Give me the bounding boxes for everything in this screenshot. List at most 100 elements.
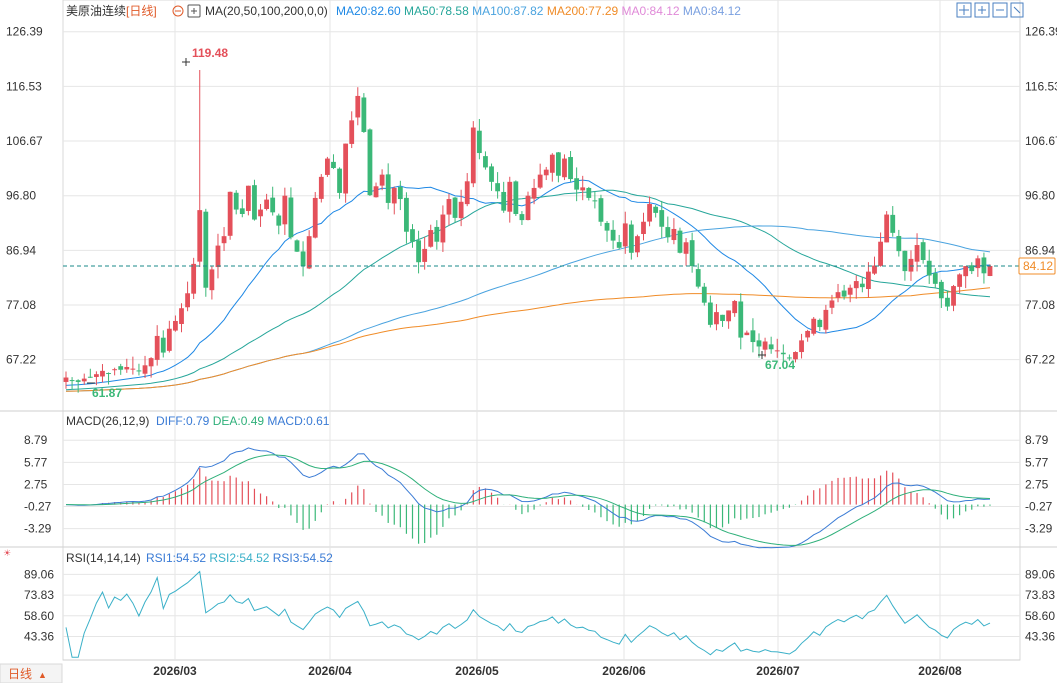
candle-body bbox=[288, 197, 294, 238]
candle-body bbox=[732, 301, 738, 314]
price-tick-left: 106.67 bbox=[6, 134, 43, 148]
candle-body bbox=[476, 130, 482, 154]
candle-body bbox=[173, 320, 178, 331]
candle-body bbox=[963, 266, 969, 277]
sun-icon: ☀ bbox=[3, 548, 11, 558]
svg-text:84.12: 84.12 bbox=[1023, 259, 1053, 273]
candle-body bbox=[373, 186, 379, 198]
candle-body bbox=[124, 366, 130, 370]
candle-body bbox=[920, 242, 926, 261]
price-tick-left: 77.08 bbox=[6, 298, 36, 312]
candle-body bbox=[367, 129, 373, 196]
low-label-1: 61.87 bbox=[92, 386, 122, 400]
candle-body bbox=[446, 199, 452, 215]
legend-value: MA100:87.82 bbox=[469, 4, 544, 18]
dropdown-icon: ▲ bbox=[38, 670, 47, 680]
price-tick-right: 106.67 bbox=[1025, 134, 1057, 148]
candle-body bbox=[136, 370, 142, 372]
candle-body bbox=[847, 287, 853, 295]
candle-body bbox=[270, 197, 276, 213]
candle-body bbox=[93, 374, 99, 377]
candle-body bbox=[635, 236, 640, 253]
settings-icon[interactable] bbox=[172, 5, 184, 17]
legend-value: MA200:77.29 bbox=[543, 4, 618, 18]
price-tick-right: 67.22 bbox=[1025, 353, 1055, 367]
candle-body bbox=[483, 156, 488, 168]
candle-body bbox=[805, 330, 811, 338]
candle-body bbox=[130, 368, 136, 370]
current-price-tag: 84.12 bbox=[1018, 257, 1056, 275]
candle-body bbox=[166, 328, 172, 351]
candle-body bbox=[738, 301, 744, 338]
macd-tick-right: 5.77 bbox=[1025, 455, 1049, 469]
candle-body bbox=[616, 242, 622, 248]
price-tick-right: 126.39 bbox=[1025, 25, 1057, 39]
zoom-in-icon[interactable] bbox=[974, 2, 990, 18]
candlesticks bbox=[63, 69, 993, 393]
crosshair-icon[interactable] bbox=[956, 2, 972, 18]
rsi-tick-right: 43.36 bbox=[1025, 629, 1055, 643]
candle-body bbox=[148, 358, 154, 367]
candle-body bbox=[397, 186, 403, 200]
rsi-tick-left: 73.83 bbox=[24, 588, 54, 602]
candle-body bbox=[209, 269, 215, 291]
candle-body bbox=[422, 248, 428, 262]
price-tick-right: 116.53 bbox=[1025, 79, 1057, 93]
candle-body bbox=[780, 352, 786, 355]
price-tick-left: 67.22 bbox=[6, 353, 36, 367]
rsi-line bbox=[65, 570, 991, 658]
legend-value: MA0:84.12 bbox=[680, 4, 742, 18]
axis-labels: 126.39 126.39 116.53 116.53 106.67 106.67 96.8… bbox=[6, 25, 1057, 678]
candle-body bbox=[343, 143, 349, 194]
legend-value: MA0:84.12 bbox=[618, 4, 680, 18]
macd-tick-left: 2.75 bbox=[24, 477, 48, 491]
price-legend: 美原油连续 [日线] MA(20,50,100,200,0,0) MA20:82… bbox=[66, 3, 741, 18]
candle-body bbox=[701, 286, 707, 303]
candle-body bbox=[331, 161, 336, 168]
high-label: 119.48 bbox=[192, 46, 228, 60]
legend-value: DIFF:0.79 bbox=[156, 414, 210, 428]
candle-body bbox=[501, 191, 507, 211]
rsi-tick-left: 58.60 bbox=[24, 609, 54, 623]
candle-body bbox=[489, 166, 494, 182]
candle-body bbox=[239, 208, 245, 214]
candle-body bbox=[464, 181, 470, 205]
candle-body bbox=[677, 230, 683, 253]
period-tab[interactable]: 日线 ▲ bbox=[0, 663, 63, 683]
candle-body bbox=[203, 211, 209, 288]
candle-body bbox=[312, 197, 318, 238]
candle-body bbox=[404, 197, 409, 232]
candle-body bbox=[69, 380, 75, 382]
candle-body bbox=[932, 273, 938, 284]
candle-body bbox=[683, 242, 689, 254]
candle-body bbox=[884, 214, 890, 243]
candle-body bbox=[574, 178, 580, 190]
candle-body bbox=[507, 181, 513, 212]
candle-body bbox=[361, 97, 367, 132]
candle-body bbox=[902, 250, 908, 272]
rsi-values: RSI1:54.52 RSI2:54.52 RSI3:54.52 bbox=[146, 551, 333, 565]
macd-diff-line bbox=[65, 447, 991, 549]
candle-body bbox=[227, 191, 233, 236]
candle-body bbox=[835, 292, 841, 298]
macd-dea-line bbox=[66, 454, 991, 546]
ma-values: MA20:82.60 MA50:78.58 MA100:87.82 MA200:… bbox=[336, 4, 741, 18]
toggle-icon[interactable] bbox=[187, 4, 201, 18]
zoom-out-icon[interactable] bbox=[992, 2, 1008, 18]
candle-body bbox=[762, 341, 768, 350]
candle-body bbox=[604, 222, 610, 231]
candle-body bbox=[811, 318, 817, 334]
macd-tick-right: -0.27 bbox=[1025, 500, 1053, 514]
candle-body bbox=[981, 257, 987, 274]
candle-body bbox=[653, 206, 659, 213]
candle-body bbox=[428, 230, 434, 247]
candle-body bbox=[750, 330, 756, 343]
candle-body bbox=[154, 335, 160, 360]
macd-tick-right: 8.79 bbox=[1025, 433, 1049, 447]
fullscreen-icon[interactable] bbox=[1010, 2, 1024, 18]
price-tick-right: 77.08 bbox=[1025, 298, 1055, 312]
candle-body bbox=[81, 378, 87, 382]
candle-body bbox=[945, 297, 950, 307]
candle-body bbox=[306, 236, 312, 269]
